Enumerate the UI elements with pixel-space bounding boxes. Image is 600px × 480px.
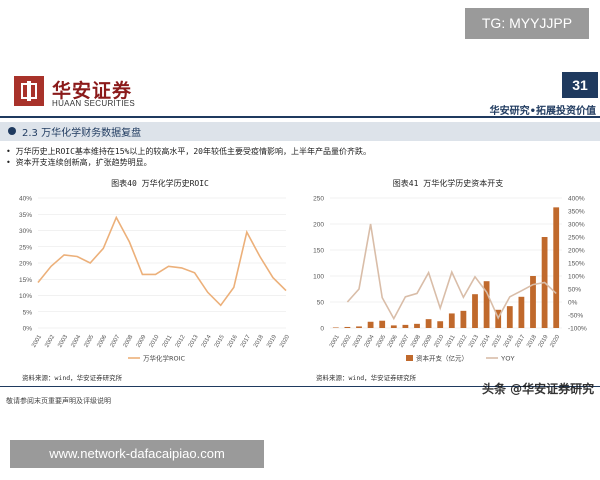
capex-bar <box>460 310 467 328</box>
y2-tick-label: -100% <box>568 326 587 333</box>
x-tick-label: 2019 <box>538 334 550 349</box>
legend-label-capex: 资本开支（亿元） <box>416 354 468 363</box>
header-divider <box>0 116 600 118</box>
bullet-list: 万华历史上ROIC基本维持在15%以上的较高水平，20年较低主要受疫情影响，上半… <box>6 146 596 168</box>
y-tick-label: 250 <box>313 196 324 203</box>
capex-bar <box>344 326 351 328</box>
x-tick-label: 2004 <box>364 334 376 349</box>
legend-label-yoy: YOY <box>501 356 515 363</box>
x-tick-label: 2006 <box>387 334 399 349</box>
chart-title-capex: 图表41 万华化学历史资本开支 <box>392 179 504 188</box>
x-tick-label: 2016 <box>503 334 515 349</box>
legend-swatch-capex <box>406 355 413 361</box>
capex-bar <box>506 306 513 328</box>
capex-bar <box>414 323 420 328</box>
capex-bar <box>425 319 432 328</box>
x-tick-label: 2002 <box>341 334 353 349</box>
x-tick-label: 2015 <box>491 334 503 349</box>
page-number: 31 <box>562 72 598 98</box>
x-tick-label: 2011 <box>445 334 457 349</box>
x-tick-label: 2007 <box>399 334 411 349</box>
yoy-series-line <box>346 223 557 321</box>
chart-title-roic: 图表40 万华化学历史ROIC <box>111 179 209 188</box>
y2-tick-label: 0% <box>568 300 578 307</box>
capex-bar <box>518 296 525 328</box>
x-tick-label: 2013 <box>468 334 480 349</box>
y2-tick-label: 400% <box>568 196 585 203</box>
capex-bar <box>472 294 478 328</box>
y-tick-label: 50 <box>317 300 325 307</box>
y2-tick-label: 100% <box>568 274 585 281</box>
x-tick-label: 2020 <box>549 334 561 349</box>
footer-disclaimer: 敬请参阅末页重要声明及评级说明 <box>6 397 111 405</box>
brand-slogan: 华安研究•拓展投资价值 <box>489 106 596 117</box>
capex-bar <box>402 324 409 328</box>
y-tick-label: 25% <box>19 244 32 251</box>
y-tick-label: 15% <box>19 277 32 284</box>
capex-bar <box>390 325 397 328</box>
watermark-overlay: 头条 @华安证券研究 <box>482 382 595 396</box>
y-tick-label: 150 <box>313 248 324 255</box>
y-tick-label: 35% <box>19 212 32 219</box>
brand-name-en: HUAAN SECURITIES <box>52 99 136 108</box>
y-tick-label: 0% <box>23 326 33 333</box>
x-tick-label: 2003 <box>352 334 364 349</box>
capex-bar <box>437 321 444 328</box>
y-tick-label: 0 <box>320 326 324 333</box>
x-tick-label: 2011 <box>162 334 174 349</box>
x-tick-label: 2010 <box>433 334 445 349</box>
x-tick-label: 2008 <box>410 334 422 349</box>
footer-divider <box>0 386 600 387</box>
y-tick-label: 40% <box>19 196 32 203</box>
capex-bar <box>448 313 455 328</box>
x-tick-label: 2012 <box>457 334 469 349</box>
y2-tick-label: 350% <box>568 209 585 216</box>
y2-tick-label: 300% <box>568 222 585 229</box>
bullet-item: 资本开支连续创新高，扩张趋势明显。 <box>6 157 596 168</box>
section-title: 2.3 万华化学财务数据复盘 <box>22 128 142 139</box>
chart-source-capex: 资料来源：wind，华安证券研究所 <box>316 374 417 382</box>
y2-tick-label: 50% <box>568 287 581 294</box>
x-tick-label: 2009 <box>422 334 434 349</box>
y-tick-label: 30% <box>19 228 32 235</box>
y2-tick-label: 200% <box>568 248 585 255</box>
x-tick-label: 2005 <box>375 334 387 349</box>
brand-logo-icon <box>14 76 44 106</box>
x-tick-label: 2001 <box>329 334 341 349</box>
y2-tick-label: 150% <box>568 261 585 268</box>
section-bullet-icon <box>8 127 16 135</box>
capex-bar <box>379 320 386 328</box>
y-tick-label: 100 <box>313 274 324 281</box>
y-tick-label: 5% <box>23 309 33 316</box>
legend-label-roic: 万华化学ROIC <box>143 354 186 363</box>
watermark-badge: TG: MYYJJPP <box>465 8 589 39</box>
brand-name: 华安证券 <box>52 80 133 102</box>
x-tick-label: 2017 <box>515 334 527 349</box>
capex-bar <box>553 207 560 328</box>
roic-series-line <box>37 215 287 307</box>
y-tick-label: 20% <box>19 261 32 268</box>
y-tick-label: 200 <box>313 222 324 229</box>
bullet-item: 万华历史上ROIC基本维持在15%以上的较高水平，20年较低主要受疫情影响，上半… <box>6 146 596 157</box>
y2-tick-label: 250% <box>568 235 585 242</box>
x-tick-label: 2018 <box>526 334 538 349</box>
section-bar <box>0 122 600 141</box>
capex-bar <box>367 321 374 328</box>
capex-bar <box>530 276 536 328</box>
chart-source-roic: 资料来源：wind，华安证券研究所 <box>22 374 123 382</box>
x-tick-label: 2014 <box>480 334 492 349</box>
capex-bar <box>332 327 339 328</box>
y2-tick-label: -50% <box>568 313 583 320</box>
capex-bar <box>356 326 362 328</box>
capex-bar <box>483 281 490 328</box>
y-tick-label: 10% <box>19 293 32 300</box>
watermark-url: www.network-dafacaipiao.com <box>10 440 264 468</box>
